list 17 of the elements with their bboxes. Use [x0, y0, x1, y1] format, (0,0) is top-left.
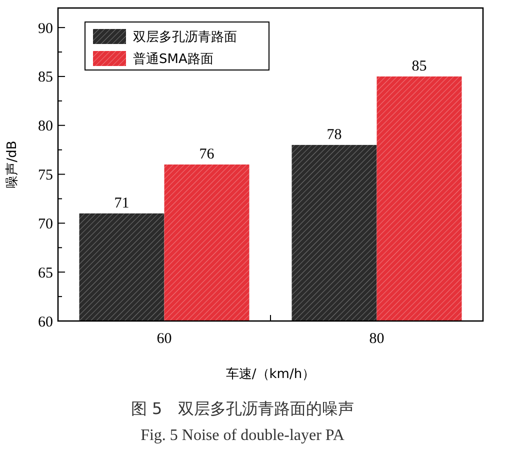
data-label: 71: [114, 195, 130, 212]
y-tick-label: 60: [38, 314, 53, 330]
caption: 图 5 双层多孔沥青路面的噪声: [130, 399, 354, 418]
data-label: 85: [412, 58, 427, 74]
legend-label: 双层多孔沥青路面: [133, 30, 237, 45]
y-tick-label: 90: [38, 20, 53, 37]
y-tick-label: 65: [38, 265, 53, 282]
y-tick-label: 80: [38, 118, 53, 135]
y-tick-label: 85: [38, 70, 53, 86]
data-label: 78: [326, 126, 342, 143]
caption: Fig. 5 Noise of double-layer PA: [140, 427, 345, 444]
legend-label: 普通SMA路面: [133, 51, 214, 67]
data-label: 76: [199, 146, 215, 162]
y-tick-label: 70: [38, 216, 53, 232]
y-axis-title: 噪声/dB: [5, 140, 20, 188]
y-tick-label: 75: [38, 168, 53, 184]
x-axis-title: 车速/（km/h）: [226, 367, 316, 382]
